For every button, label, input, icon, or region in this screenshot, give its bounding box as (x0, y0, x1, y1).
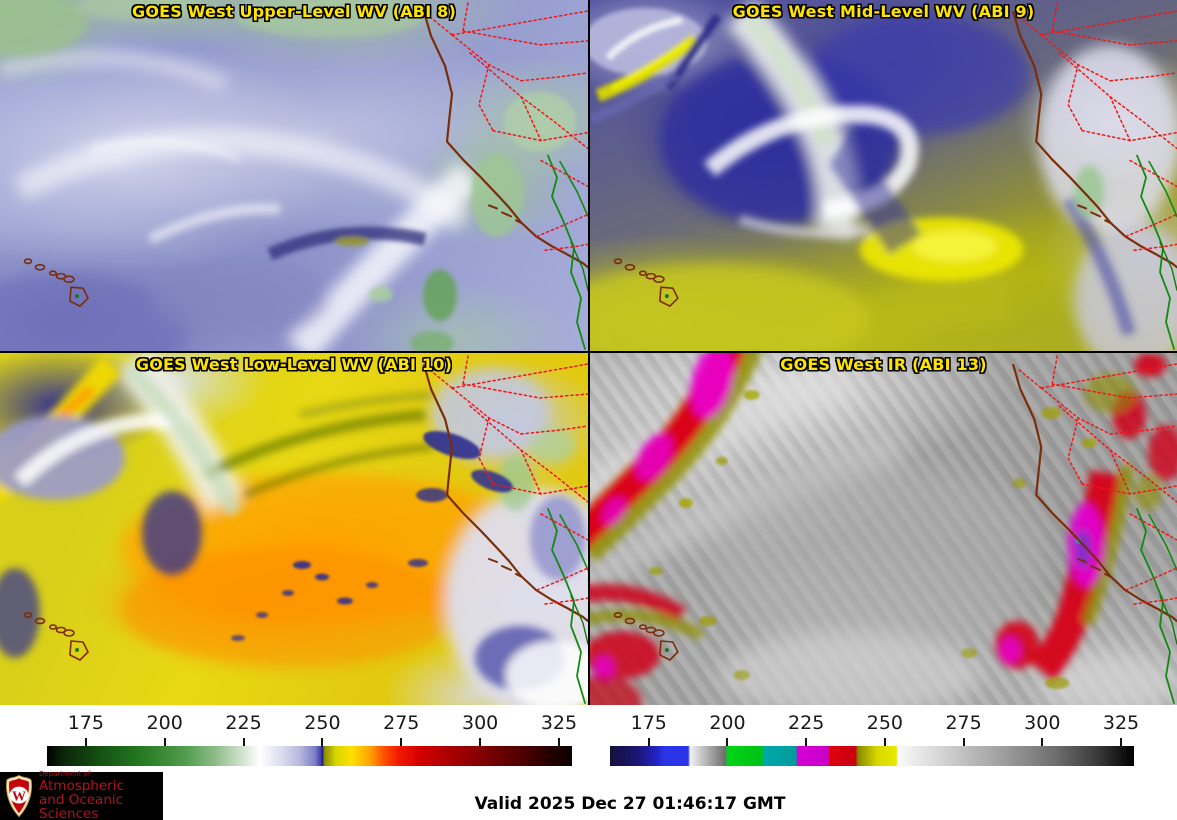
tick-label: 200 (146, 712, 183, 734)
tick-label: 175 (67, 712, 104, 734)
panel-upper-level-wv: GOES West Upper-Level WV (ABI 8) (0, 0, 588, 351)
tick-label: 250 (866, 712, 904, 734)
uw-crest-icon: W (6, 774, 32, 818)
tick-label: 250 (304, 712, 341, 734)
panel-mid-level-wv: GOES West Mid-Level WV (ABI 9) (590, 0, 1177, 351)
wv-colorbar-legend: 175 200 225 250 275 300 325 (47, 712, 577, 766)
panel-title-ir: GOES West IR (ABI 13) (780, 355, 987, 374)
tick-label: 175 (630, 712, 667, 734)
tick-label: 300 (1024, 712, 1061, 734)
wv-tick-marks (47, 738, 572, 746)
map-overlay (613, 1, 1177, 351)
panel-title-mid-wv: GOES West Mid-Level WV (ABI 9) (732, 2, 1035, 21)
tick-label: 275 (383, 712, 420, 734)
wv-colorbar (47, 746, 572, 766)
tick-label: 200 (709, 712, 746, 734)
map-overlay (23, 354, 588, 705)
panel-low-level-wv: GOES West Low-Level WV (ABI 10) (0, 353, 588, 705)
panel-title-upper-wv: GOES West Upper-Level WV (ABI 8) (132, 2, 456, 21)
logo-dept-label: Department of (39, 769, 91, 778)
panel-grid: GOES West Upper-Level WV (ABI 8) (0, 0, 1177, 705)
tick-label: 225 (225, 712, 262, 734)
ir-tick-marks (610, 738, 1134, 746)
logo-name-line2: and Oceanic Sciences (39, 792, 124, 820)
tick-label: 300 (461, 712, 499, 734)
logo-name-line1: Atmospheric (39, 777, 124, 794)
upper-level-wv-imagery (0, 0, 576, 351)
mid-level-wv-imagery (590, 0, 1177, 351)
tick-label: 325 (1102, 712, 1140, 734)
wv-tick-labels: 175 200 225 250 275 300 325 (47, 712, 577, 738)
panel-title-low-wv: GOES West Low-Level WV (ABI 10) (135, 355, 453, 374)
ir-colorbar (610, 746, 1134, 766)
low-level-wv-imagery (0, 353, 588, 705)
ir-imagery (590, 353, 1177, 705)
tick-label: 325 (540, 712, 578, 734)
svg-text:W: W (12, 790, 26, 805)
aos-logo: W Department of Atmospheric and Oceanic … (0, 769, 163, 820)
aos-logo-text: Department of Atmospheric and Oceanic Sc… (39, 769, 163, 820)
ir-colorbar-legend: 175 200 225 250 275 300 325 (610, 712, 1140, 766)
map-overlay (613, 354, 1177, 705)
map-overlay (23, 1, 588, 351)
panel-ir: GOES West IR (ABI 13) (590, 353, 1177, 705)
tick-label: 225 (788, 712, 825, 734)
valid-timestamp: Valid 2025 Dec 27 01:46:17 GMT (474, 794, 786, 814)
tick-label: 275 (945, 712, 982, 734)
ir-tick-labels: 175 200 225 250 275 300 325 (610, 712, 1140, 738)
